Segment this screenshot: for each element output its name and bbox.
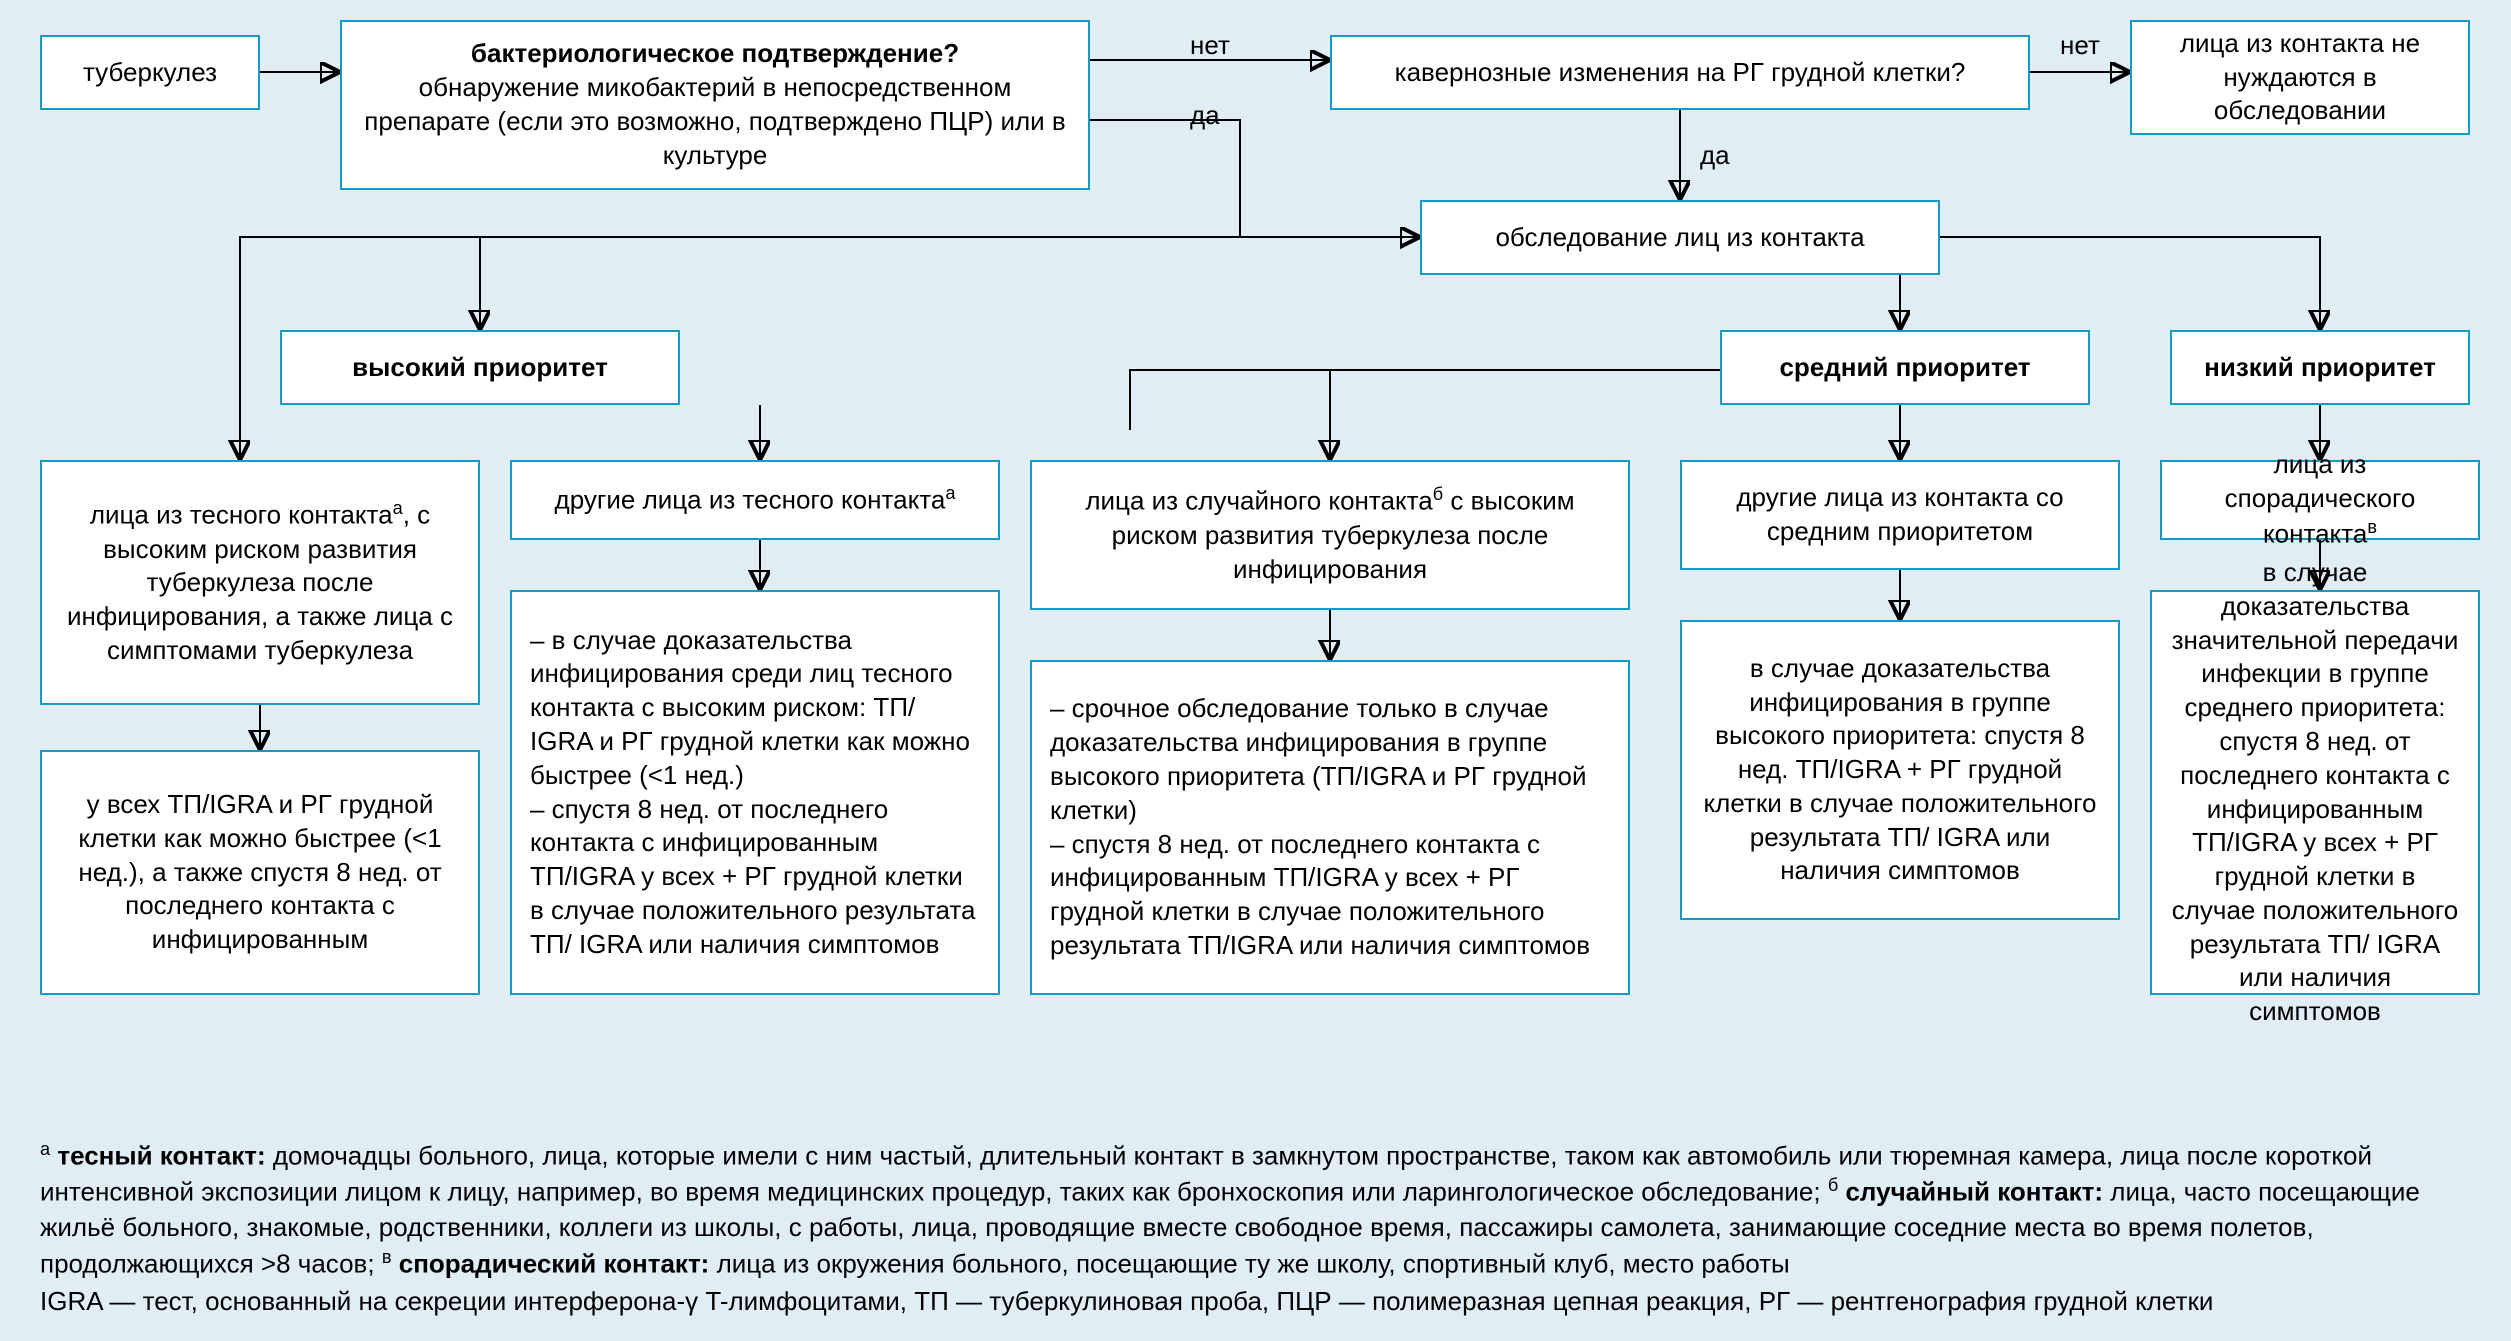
node-high-other-close-contact: другие лица из тесного контактаа <box>510 460 1000 540</box>
node-high-other-close-action: – в случае доказательства инфицирования … <box>510 590 1000 995</box>
node-high-close-contact-action: у всех ТП/IGRA и РГ грудной клетки как м… <box>40 750 480 995</box>
edge-label-yes-1: да <box>1190 100 1220 131</box>
edge-label-no-1: нет <box>1190 30 1230 61</box>
node-bacteriological-confirmation: бактериологическое подтверждение? обнару… <box>340 20 1090 190</box>
node-mid-casual-contact-risk: лица из случайного контактаб с высоким р… <box>1030 460 1630 610</box>
node-label: другие лица из тесного контактаа <box>555 482 956 517</box>
footnote-abbreviations: IGRA — тест, основанный на секреции инте… <box>40 1284 2471 1319</box>
e-exam-bus <box>240 237 1420 300</box>
node-content: бактериологическое подтверждение? обнару… <box>360 37 1070 172</box>
node-contact-examination: обследование лиц из контакта <box>1420 200 1940 275</box>
edge-label-no-2: нет <box>2060 30 2100 61</box>
node-high-close-contact-risk: лица из тесного контактаа, с высоким рис… <box>40 460 480 705</box>
node-low-sporadic-contact: лица из спорадического контактав <box>2160 460 2480 540</box>
e-exam-right <box>1940 237 2320 330</box>
e-exam-mid-bus <box>1130 370 1720 430</box>
node-medium-priority-header: средний приоритет <box>1720 330 2090 405</box>
node-label: другие лица из контакта со средним приор… <box>1700 481 2100 549</box>
flowchart-canvas: туберкулез бактериологическое подтвержде… <box>0 0 2511 1341</box>
node-mid-casual-contact-action: – срочное обследование только в случае д… <box>1030 660 1630 995</box>
node-label: лица из контакта не нуждаются в обследов… <box>2150 27 2450 128</box>
node-label: средний приоритет <box>1779 351 2030 385</box>
node-label: лица из спорадического контактав <box>2180 448 2460 551</box>
e-bact-exam <box>1090 120 1420 237</box>
node-cavernous-changes: кавернозные изменения на РГ грудной клет… <box>1330 35 2030 110</box>
node-label: – в случае доказательства инфицирования … <box>530 624 980 962</box>
node-label: лица из случайного контактаб с высоким р… <box>1050 483 1610 586</box>
node-mid-other-contact: другие лица из контакта со средним приор… <box>1680 460 2120 570</box>
node-subtext: обнаружение микобактерий в непосредствен… <box>364 72 1065 170</box>
node-label: низкий приоритет <box>2204 351 2436 385</box>
node-tuberculosis: туберкулез <box>40 35 260 110</box>
node-label: обследование лиц из контакта <box>1495 221 1864 255</box>
node-label: у всех ТП/IGRA и РГ грудной клетки как м… <box>60 788 460 957</box>
footnote-c-label: спорадический контакт: <box>399 1249 710 1279</box>
footnote-a-label: тесный контакт: <box>57 1140 265 1170</box>
node-mid-other-contact-action: в случае доказательства инфицирования в … <box>1680 620 2120 920</box>
node-label: в случае доказательства значительной пер… <box>2170 556 2460 1029</box>
footnotes: а тесный контакт: домочадцы больного, ли… <box>40 1135 2471 1321</box>
footnote-c-text: лица из окружения больного, посещающие т… <box>709 1249 1789 1279</box>
node-low-sporadic-action: в случае доказательства значительной пер… <box>2150 590 2480 995</box>
node-label: кавернозные изменения на РГ грудной клет… <box>1395 56 1966 90</box>
footnote-line-1: а тесный контакт: домочадцы больного, ли… <box>40 1137 2471 1282</box>
node-label: туберкулез <box>83 56 217 90</box>
node-title: бактериологическое подтверждение? <box>471 38 959 68</box>
node-no-examination: лица из контакта не нуждаются в обследов… <box>2130 20 2470 135</box>
node-label: высокий приоритет <box>352 351 608 385</box>
node-high-priority-header: высокий приоритет <box>280 330 680 405</box>
node-label: в случае доказательства инфицирования в … <box>1700 652 2100 889</box>
node-label: – срочное обследование только в случае д… <box>1050 692 1610 962</box>
node-label: лица из тесного контактаа, с высоким рис… <box>60 497 460 668</box>
edge-label-yes-2: да <box>1700 140 1730 171</box>
footnote-b-label: случайный контакт: <box>1845 1177 2103 1207</box>
node-low-priority-header: низкий приоритет <box>2170 330 2470 405</box>
